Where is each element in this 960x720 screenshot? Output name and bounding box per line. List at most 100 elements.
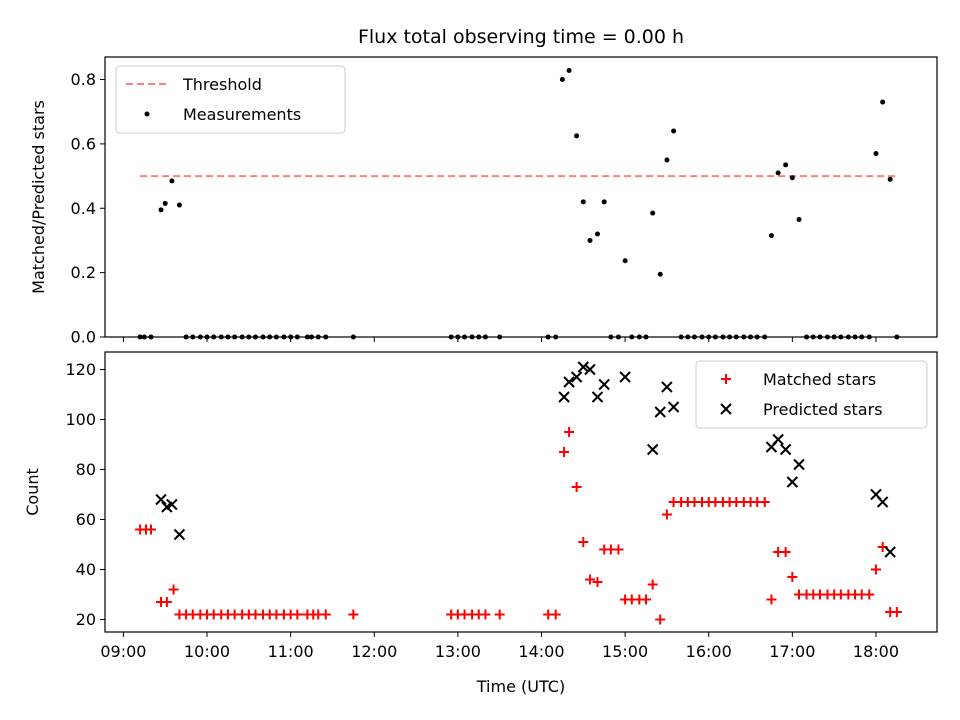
matched-star-point bbox=[613, 544, 624, 555]
matched-star-point bbox=[494, 609, 505, 620]
predicted-star-point bbox=[619, 371, 631, 383]
bottom-panel: 20 40 60 80 100 120 09:00 10:00 11:00 12:00 13:00… bbox=[23, 351, 938, 696]
top-y-tick-label: 0.4 bbox=[71, 199, 96, 218]
top-y-tick-label: 0.2 bbox=[71, 263, 96, 282]
top-legend-box bbox=[115, 65, 346, 134]
matched-star-point bbox=[559, 447, 570, 457]
measurement-point bbox=[775, 170, 781, 176]
predicted-star-point bbox=[779, 443, 792, 456]
predicted-star-point bbox=[570, 371, 583, 383]
predicted-star-point bbox=[786, 476, 799, 488]
x-marker-b bbox=[667, 401, 680, 413]
predicted-star-point bbox=[646, 443, 659, 456]
matched-star-point bbox=[480, 609, 491, 620]
predicted-star-point bbox=[166, 498, 178, 511]
measurement-point bbox=[566, 68, 572, 74]
x-marker-b bbox=[155, 493, 167, 506]
matched-star-point bbox=[864, 589, 875, 600]
x-tick-label: 10:00 bbox=[184, 642, 230, 661]
predicted-star-point bbox=[661, 381, 673, 393]
predicted-star-point bbox=[772, 433, 784, 446]
bottom-panel-frame bbox=[104, 351, 938, 633]
predicted-star-point bbox=[577, 361, 590, 373]
bottom-y-tick-label: 20 bbox=[76, 610, 96, 629]
predicted-star-point bbox=[654, 406, 666, 418]
top-y-tick-label: 0.6 bbox=[71, 134, 96, 153]
predicted-star-point bbox=[591, 391, 604, 403]
predicted-stars-legend-swatch bbox=[720, 403, 732, 415]
x-tick-label: 11:00 bbox=[268, 642, 314, 661]
bottom-y-tick-label: 80 bbox=[76, 460, 96, 479]
measurement-point bbox=[169, 178, 175, 184]
matched-star-point bbox=[320, 609, 331, 620]
x-marker-b bbox=[793, 458, 805, 471]
x-marker-b bbox=[619, 371, 631, 383]
predicted-stars-legend-label: Predicted stars bbox=[763, 400, 883, 419]
matched-star-point bbox=[641, 594, 652, 605]
matched-star-point bbox=[161, 597, 172, 607]
matched-star-point bbox=[891, 607, 902, 617]
bottom-y-axis-label: Count bbox=[23, 468, 42, 516]
measurements-legend-label: Measurements bbox=[183, 105, 301, 124]
predicted-star-point bbox=[155, 493, 167, 506]
x-marker-b bbox=[584, 363, 596, 376]
measurement-point bbox=[587, 237, 593, 243]
bottom-y-tick-label: 40 bbox=[76, 560, 96, 579]
x-tick-label: 13:00 bbox=[435, 642, 481, 661]
x-marker-b bbox=[591, 391, 604, 403]
measurement-point bbox=[601, 199, 607, 205]
measurement-point bbox=[650, 210, 656, 216]
matched-star-point bbox=[592, 577, 603, 587]
x-marker-b bbox=[558, 391, 570, 403]
matched-star-point bbox=[571, 482, 582, 492]
threshold-legend-label: Threshold bbox=[182, 75, 262, 94]
x-marker-b bbox=[577, 361, 590, 373]
predicted-star-point bbox=[173, 528, 186, 541]
matched-star-point bbox=[145, 524, 156, 535]
measurement-point bbox=[559, 77, 565, 83]
predicted-star-point bbox=[563, 376, 575, 388]
measurements-legend-swatch bbox=[144, 111, 150, 117]
top-y-tick-label: 0.8 bbox=[71, 70, 96, 89]
x-marker-b bbox=[570, 371, 583, 383]
measurement-point bbox=[664, 157, 670, 163]
x-marker-b bbox=[661, 381, 673, 393]
matched-star-point bbox=[661, 509, 672, 520]
measurement-point bbox=[887, 176, 893, 182]
predicted-star-point bbox=[598, 378, 610, 391]
matched-star-point bbox=[766, 594, 777, 605]
x-tick-label: 14:00 bbox=[518, 642, 564, 661]
x-marker-b bbox=[884, 546, 896, 558]
top-y-axis-label: Matched/Predicted stars bbox=[29, 100, 48, 294]
measurement-point bbox=[176, 202, 182, 208]
matched-star-point bbox=[870, 564, 881, 575]
predicted-star-point bbox=[667, 401, 680, 413]
measurement-point bbox=[783, 162, 789, 168]
measurement-point bbox=[595, 231, 601, 237]
measurement-point bbox=[671, 128, 677, 134]
x-marker-b bbox=[646, 443, 659, 456]
measurement-point bbox=[158, 207, 164, 213]
matched-star-point bbox=[292, 609, 303, 620]
matched-star-point bbox=[584, 574, 595, 585]
x-axis-label: Time (UTC) bbox=[476, 677, 565, 696]
bottom-legend: Matched stars Predicted stars bbox=[695, 360, 928, 429]
x-tick-label: 09:00 bbox=[100, 642, 146, 661]
matched-stars-legend-label: Matched stars bbox=[763, 370, 876, 389]
x-marker-b bbox=[772, 433, 784, 446]
x-marker-b bbox=[779, 443, 792, 456]
x-marker-b bbox=[563, 376, 575, 388]
predicted-star-point bbox=[884, 546, 896, 558]
bottom-y-tick-label: 60 bbox=[76, 510, 96, 529]
x-marker-b bbox=[598, 378, 610, 391]
predicted-star-point bbox=[793, 458, 805, 471]
x-tick-label: 18:00 bbox=[853, 642, 899, 661]
chart-title: Flux total observing time = 0.00 h bbox=[358, 26, 684, 48]
top-panel: 0.00.20.40.60.8 Matched/Predicted stars … bbox=[29, 56, 938, 347]
x-tick-label: 17:00 bbox=[769, 642, 815, 661]
matched-star-point bbox=[168, 584, 179, 595]
predicted-star-point bbox=[876, 496, 889, 508]
measurement-point bbox=[622, 258, 628, 264]
measurement-point bbox=[796, 217, 802, 223]
